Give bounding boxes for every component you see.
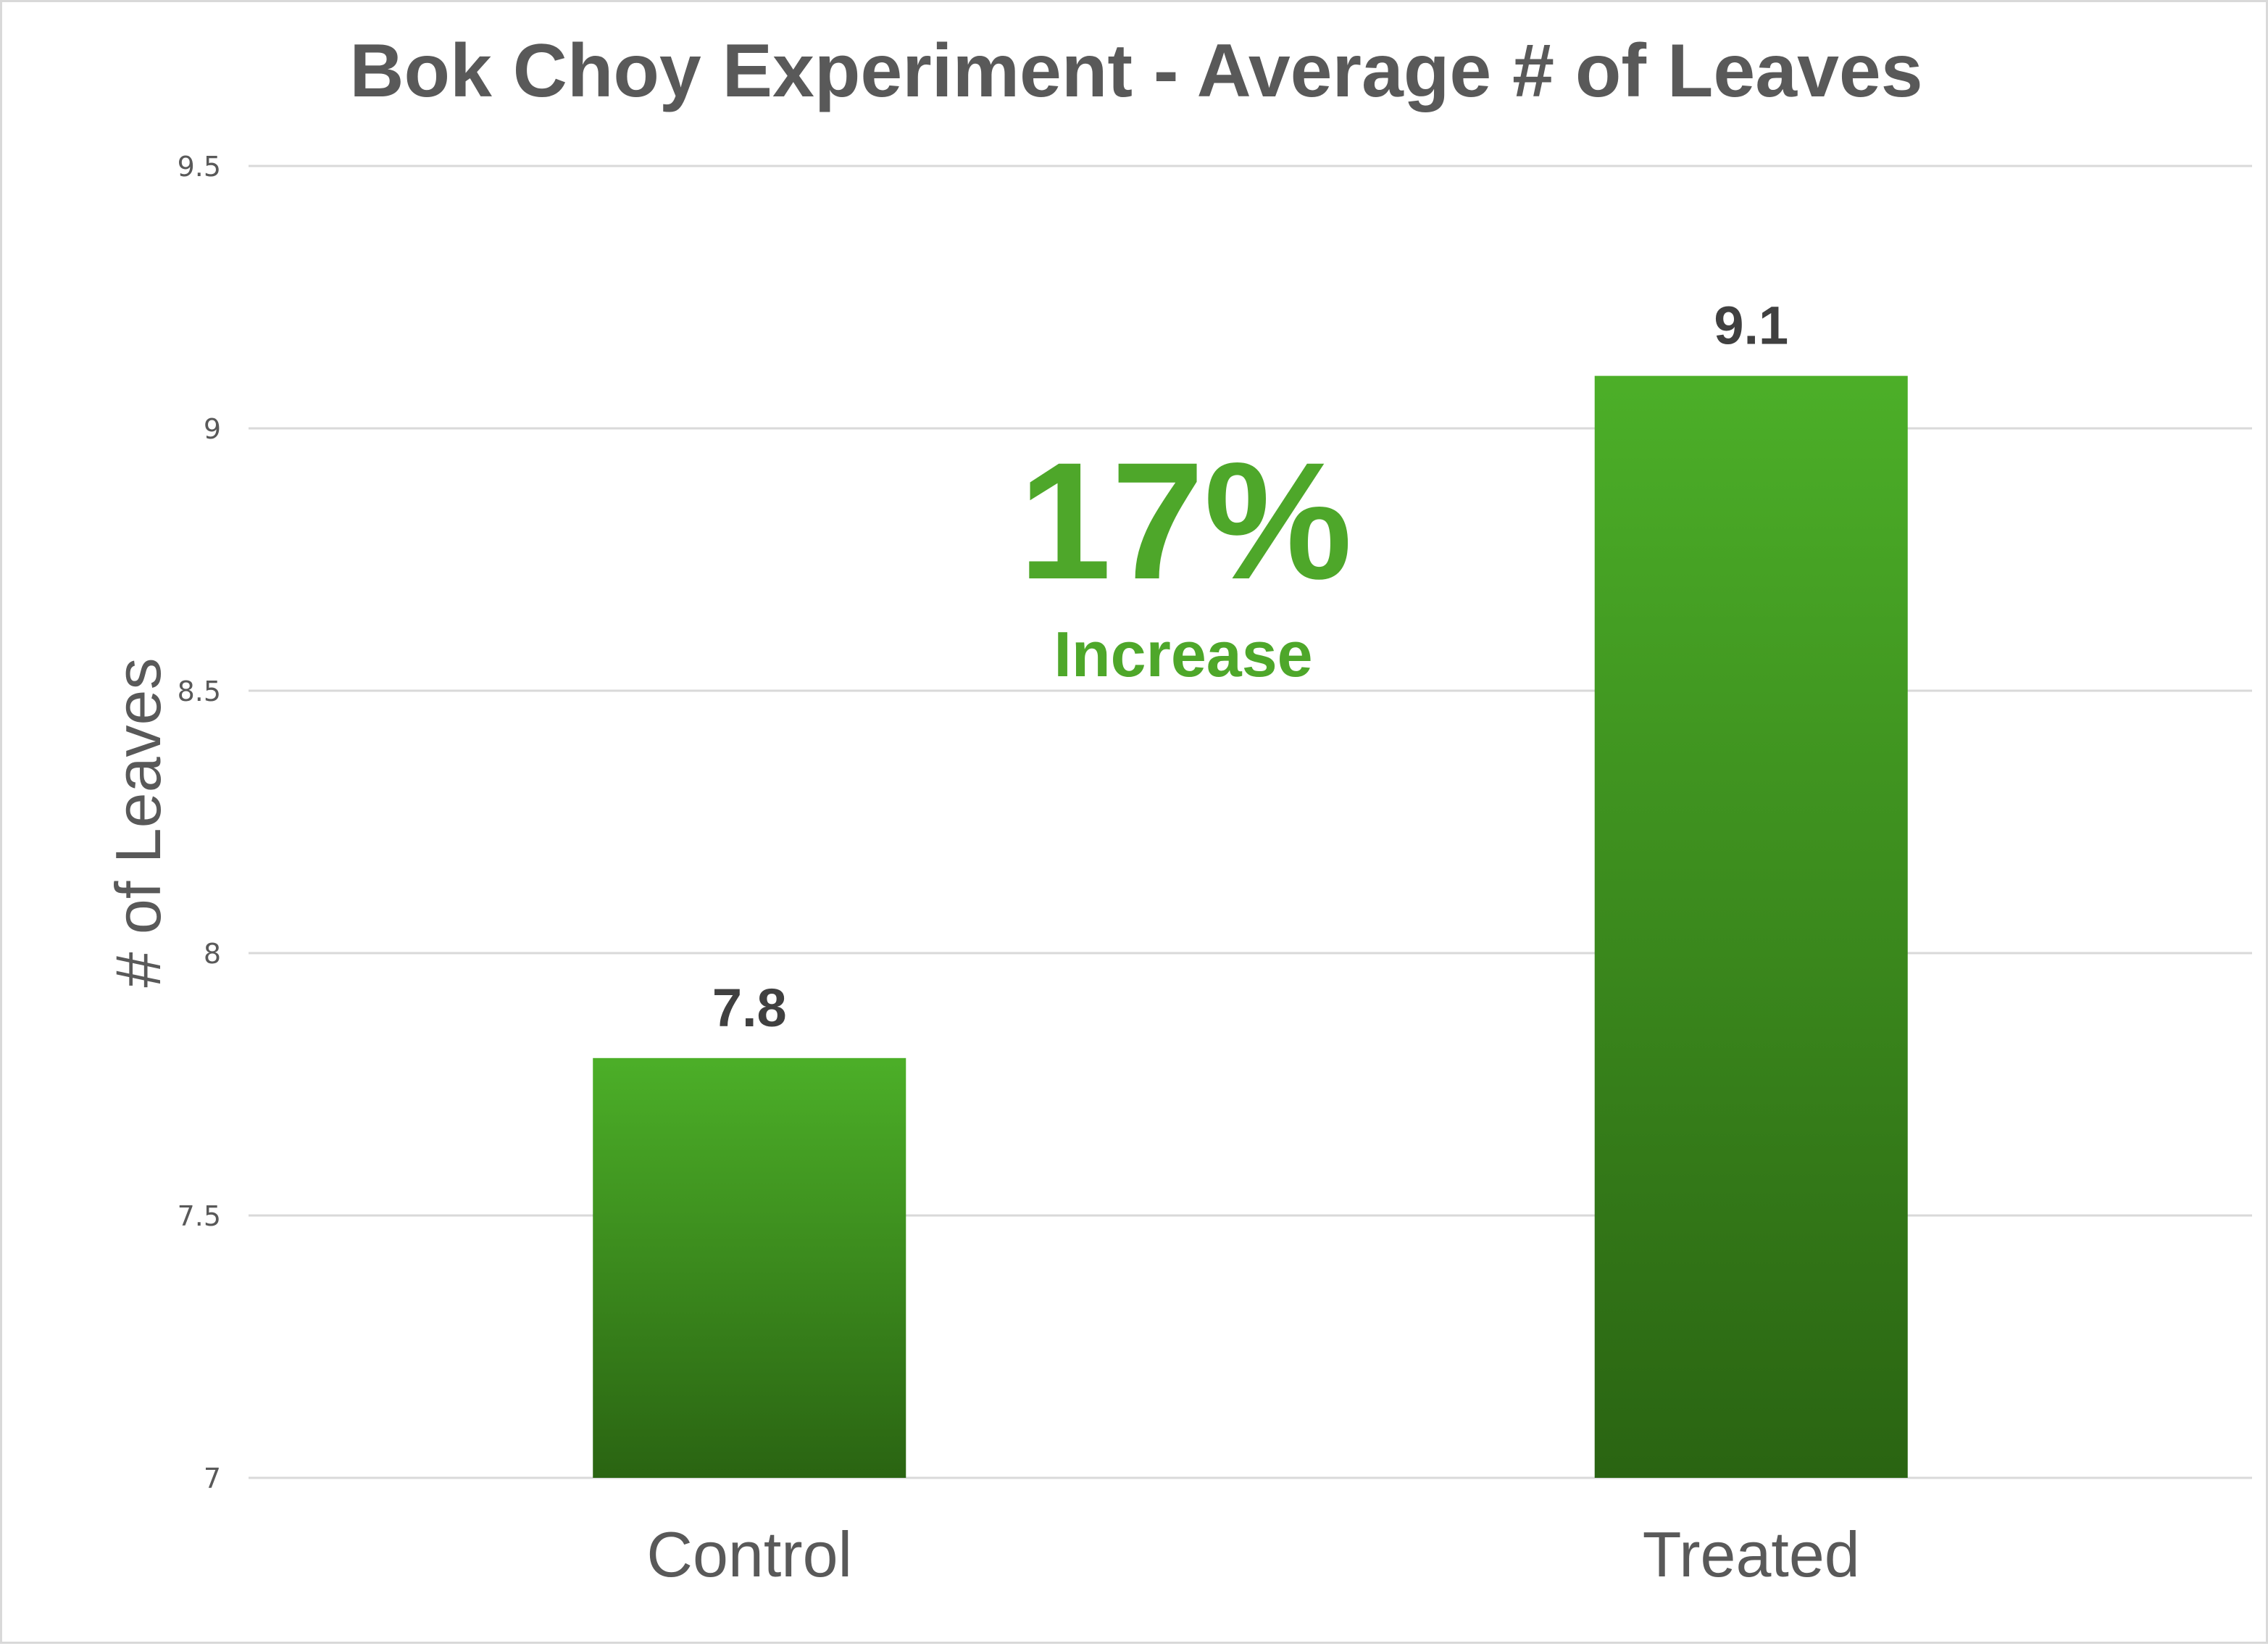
y-tick-label: 8.5 xyxy=(178,676,221,707)
data-labels: 7.8 9.1 xyxy=(712,296,1788,1038)
data-label-control: 7.8 xyxy=(712,978,787,1038)
y-tick-label: 8 xyxy=(204,938,221,970)
data-label-treated: 9.1 xyxy=(1714,296,1788,356)
bars xyxy=(593,375,1908,1478)
annotation-text: Increase xyxy=(1054,618,1312,690)
x-tick-label-control: Control xyxy=(646,1518,852,1590)
y-tick-label: 7.5 xyxy=(178,1200,221,1232)
bar-treated xyxy=(1594,375,1908,1478)
y-tick-label: 9 xyxy=(204,413,221,445)
chart-title: Bok Choy Experiment - Average # of Leave… xyxy=(349,29,1922,113)
y-tick-label: 9.5 xyxy=(178,151,221,183)
bar-control xyxy=(593,1057,906,1478)
x-tick-labels: Control Treated xyxy=(646,1518,1859,1590)
y-axis-label: # of Leaves xyxy=(102,658,174,988)
x-tick-label-treated: Treated xyxy=(1643,1518,1860,1590)
annotation-percent: 17% xyxy=(1019,428,1352,614)
y-tick-labels: 7 7.5 8 8.5 9 9.5 xyxy=(178,151,221,1495)
y-tick-label: 7 xyxy=(204,1463,221,1495)
gridlines xyxy=(249,165,2252,1479)
